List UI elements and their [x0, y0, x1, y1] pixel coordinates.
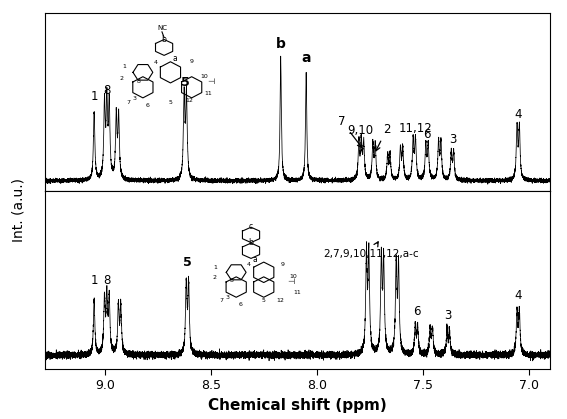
- Text: NC: NC: [157, 25, 167, 31]
- Text: 1: 1: [90, 274, 98, 287]
- Text: 6: 6: [239, 302, 242, 307]
- Text: b: b: [248, 238, 253, 247]
- Text: 4: 4: [514, 108, 522, 121]
- Text: 1: 1: [122, 64, 126, 69]
- Text: $\dashv$: $\dashv$: [206, 76, 216, 86]
- Text: 2: 2: [120, 76, 124, 81]
- Text: Int. (a.u.): Int. (a.u.): [11, 178, 26, 241]
- Text: 7: 7: [126, 100, 130, 105]
- Text: c: c: [249, 222, 253, 231]
- Text: 2: 2: [376, 123, 391, 151]
- Text: 5: 5: [262, 298, 266, 303]
- Text: 8: 8: [103, 84, 111, 97]
- Text: 6: 6: [145, 103, 149, 109]
- Text: $\dashv$: $\dashv$: [286, 277, 297, 286]
- Text: 2,7,9,10,11,12,a-c: 2,7,9,10,11,12,a-c: [323, 242, 419, 259]
- Text: 11,12: 11,12: [399, 122, 432, 134]
- Text: 10: 10: [201, 74, 208, 79]
- Text: 8: 8: [230, 278, 234, 283]
- Text: 7: 7: [338, 115, 362, 147]
- Text: a: a: [253, 255, 257, 264]
- X-axis label: Chemical shift (ppm): Chemical shift (ppm): [208, 398, 387, 413]
- Text: 7: 7: [219, 298, 223, 303]
- Text: 11: 11: [205, 91, 213, 96]
- Text: 1: 1: [90, 91, 98, 103]
- Text: 6: 6: [423, 128, 431, 141]
- Text: 4: 4: [514, 289, 522, 302]
- Text: b: b: [162, 36, 167, 44]
- Text: 5: 5: [168, 100, 172, 105]
- Text: 5: 5: [183, 256, 192, 269]
- Text: 9,10: 9,10: [347, 124, 373, 137]
- Text: 3: 3: [448, 133, 456, 146]
- Text: 8: 8: [137, 78, 141, 83]
- Text: b: b: [276, 37, 286, 51]
- Text: a: a: [302, 51, 311, 65]
- Text: 4: 4: [154, 60, 158, 65]
- Text: 10: 10: [290, 274, 297, 279]
- Text: 3: 3: [445, 309, 452, 322]
- Text: 8: 8: [103, 274, 111, 287]
- Text: 12: 12: [277, 298, 285, 303]
- Text: 9: 9: [281, 262, 285, 267]
- Text: 5: 5: [181, 75, 190, 88]
- Text: 4: 4: [247, 262, 251, 267]
- Text: 3: 3: [226, 295, 230, 300]
- Text: 9: 9: [189, 59, 194, 64]
- Text: 11: 11: [294, 290, 302, 295]
- Text: 2: 2: [213, 275, 217, 280]
- Text: a: a: [172, 54, 177, 63]
- Text: 1: 1: [213, 265, 217, 270]
- Text: 3: 3: [133, 96, 137, 101]
- Text: 6: 6: [413, 305, 420, 318]
- Text: 12: 12: [185, 98, 193, 103]
